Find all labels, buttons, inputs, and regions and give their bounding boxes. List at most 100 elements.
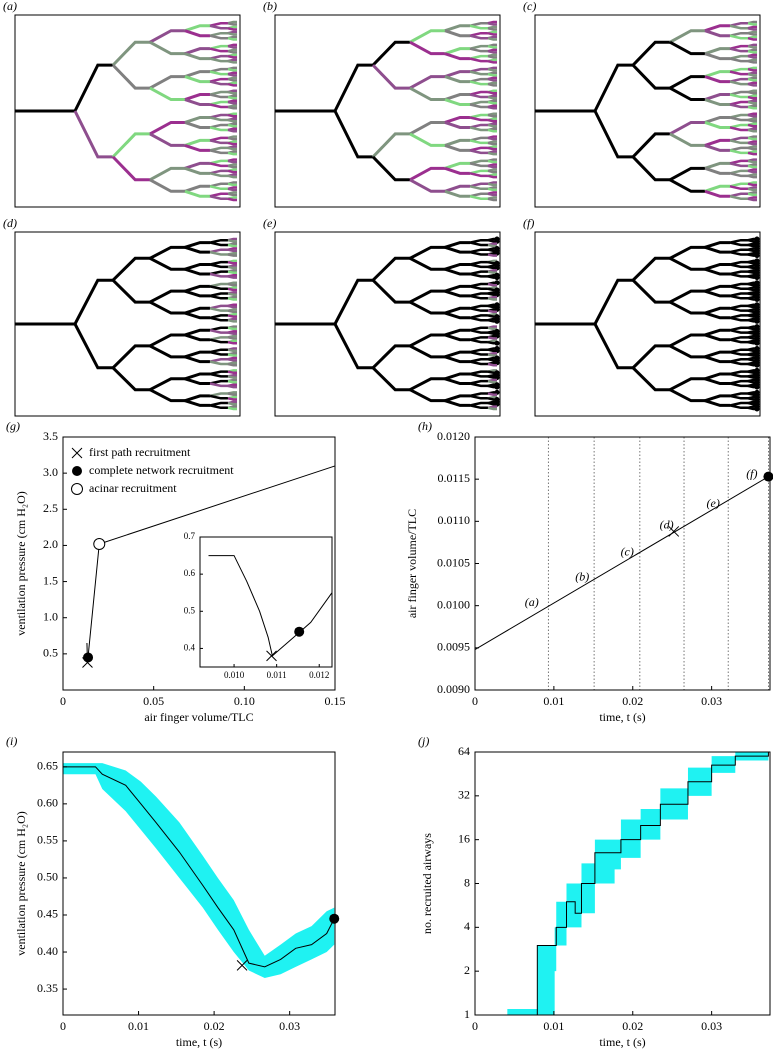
tree-branch	[631, 40, 670, 67]
tree-branch	[469, 401, 488, 407]
tree-branch	[487, 243, 497, 248]
x-tick-label: 0.05	[143, 694, 164, 708]
tree-branch	[209, 123, 228, 129]
tree-branch	[371, 155, 410, 182]
y-tick-label: 0.0100	[437, 597, 470, 611]
tree-branch	[487, 297, 497, 301]
tree-branch	[631, 256, 670, 282]
tree-branch	[487, 282, 497, 287]
tree-branch	[444, 372, 470, 381]
tree-branch	[747, 82, 757, 87]
tree-branch	[227, 348, 237, 353]
tree-branch	[747, 187, 757, 192]
tree-branch	[729, 24, 748, 30]
tree-branch	[444, 267, 470, 276]
panel-label: (j)	[418, 734, 429, 748]
tree-branch	[729, 282, 748, 288]
tree-branch	[469, 192, 488, 198]
tree-branch	[487, 353, 497, 357]
tree-branch	[729, 328, 748, 334]
tree-branch	[747, 90, 757, 95]
tree-branch	[704, 350, 730, 359]
x-tick-label: 0.02	[622, 1019, 643, 1033]
x-tick-label: 0.10	[234, 694, 255, 708]
tree-branch	[149, 86, 185, 102]
tree-branch	[704, 245, 730, 254]
tree-branch	[729, 357, 748, 363]
axes-box	[199, 536, 333, 668]
tree-branch	[487, 192, 497, 197]
tree-branch	[227, 282, 237, 287]
y-axis-label: ventilation pressure (cm H₂O)	[14, 811, 28, 955]
tree-branch	[209, 169, 228, 175]
tree-branch	[469, 123, 488, 129]
tree-branch	[704, 70, 730, 79]
tree-branch	[227, 192, 237, 197]
tree-branch	[444, 98, 470, 107]
tree-branch	[729, 34, 748, 40]
panel-label: (e)	[263, 216, 276, 230]
tree-branch	[729, 372, 748, 378]
tree-branch	[469, 294, 488, 300]
tree-branch	[227, 49, 237, 54]
tree-branch	[669, 178, 705, 193]
tree-branch	[487, 90, 497, 95]
tree-branch	[469, 307, 488, 312]
tree-branch	[729, 326, 748, 332]
tree-branch	[747, 146, 757, 151]
tree-branch	[729, 195, 748, 201]
tree-branch	[227, 270, 237, 275]
tree-branch	[669, 120, 705, 136]
tree-branch	[209, 103, 228, 109]
tree-branch	[209, 326, 228, 332]
tree-branch	[409, 132, 445, 147]
tree-branch	[184, 47, 210, 56]
tree-branch	[747, 54, 757, 59]
tree-branch	[333, 63, 373, 112]
tree-branch	[729, 54, 748, 60]
tree-branch	[227, 238, 237, 243]
tree-branch	[469, 57, 488, 63]
tree-branch	[444, 289, 470, 298]
tree-branch	[487, 123, 497, 128]
y-axis-label: air finger volume/TLC	[405, 509, 419, 618]
tree-branch	[209, 379, 228, 385]
tree-branch	[111, 256, 150, 282]
y-tick-label: 0.0120	[437, 429, 470, 443]
tree-branch	[747, 197, 757, 202]
tree-branch	[409, 256, 445, 271]
tree-branch	[409, 300, 445, 315]
tree-branch	[444, 394, 470, 403]
tree-branch	[729, 263, 748, 269]
tree-branch	[487, 159, 497, 164]
tree-branch	[444, 29, 470, 38]
tree-branch	[747, 67, 757, 72]
tree-branch	[469, 292, 488, 298]
tree-branch	[209, 67, 228, 73]
tree-branch	[227, 401, 237, 406]
tree-branch	[73, 63, 113, 112]
data-marker	[668, 526, 680, 537]
tree-branch	[209, 80, 228, 86]
tree-branch	[209, 282, 228, 288]
tree-branch	[209, 238, 228, 244]
tree-branch	[227, 100, 237, 105]
tree-branch	[729, 338, 748, 344]
tree-branch	[747, 113, 757, 118]
tree-branch	[469, 357, 488, 363]
tree-branch	[111, 344, 150, 369]
tree-branch	[729, 238, 748, 244]
tree-branch	[704, 241, 730, 249]
tree-branch	[409, 333, 445, 348]
tree-branch	[227, 128, 237, 133]
tree-branch	[469, 93, 488, 99]
tree-branch	[469, 113, 488, 119]
tree-branch	[704, 121, 730, 129]
legend-label: complete network recruitment	[89, 463, 234, 477]
data-marker	[266, 650, 277, 662]
tree-branch	[669, 344, 705, 359]
y-tick-label: 0.7	[184, 531, 196, 541]
y-tick-label: 1.5	[43, 573, 58, 587]
tree-branch	[333, 278, 373, 325]
tree-branch	[184, 399, 210, 407]
